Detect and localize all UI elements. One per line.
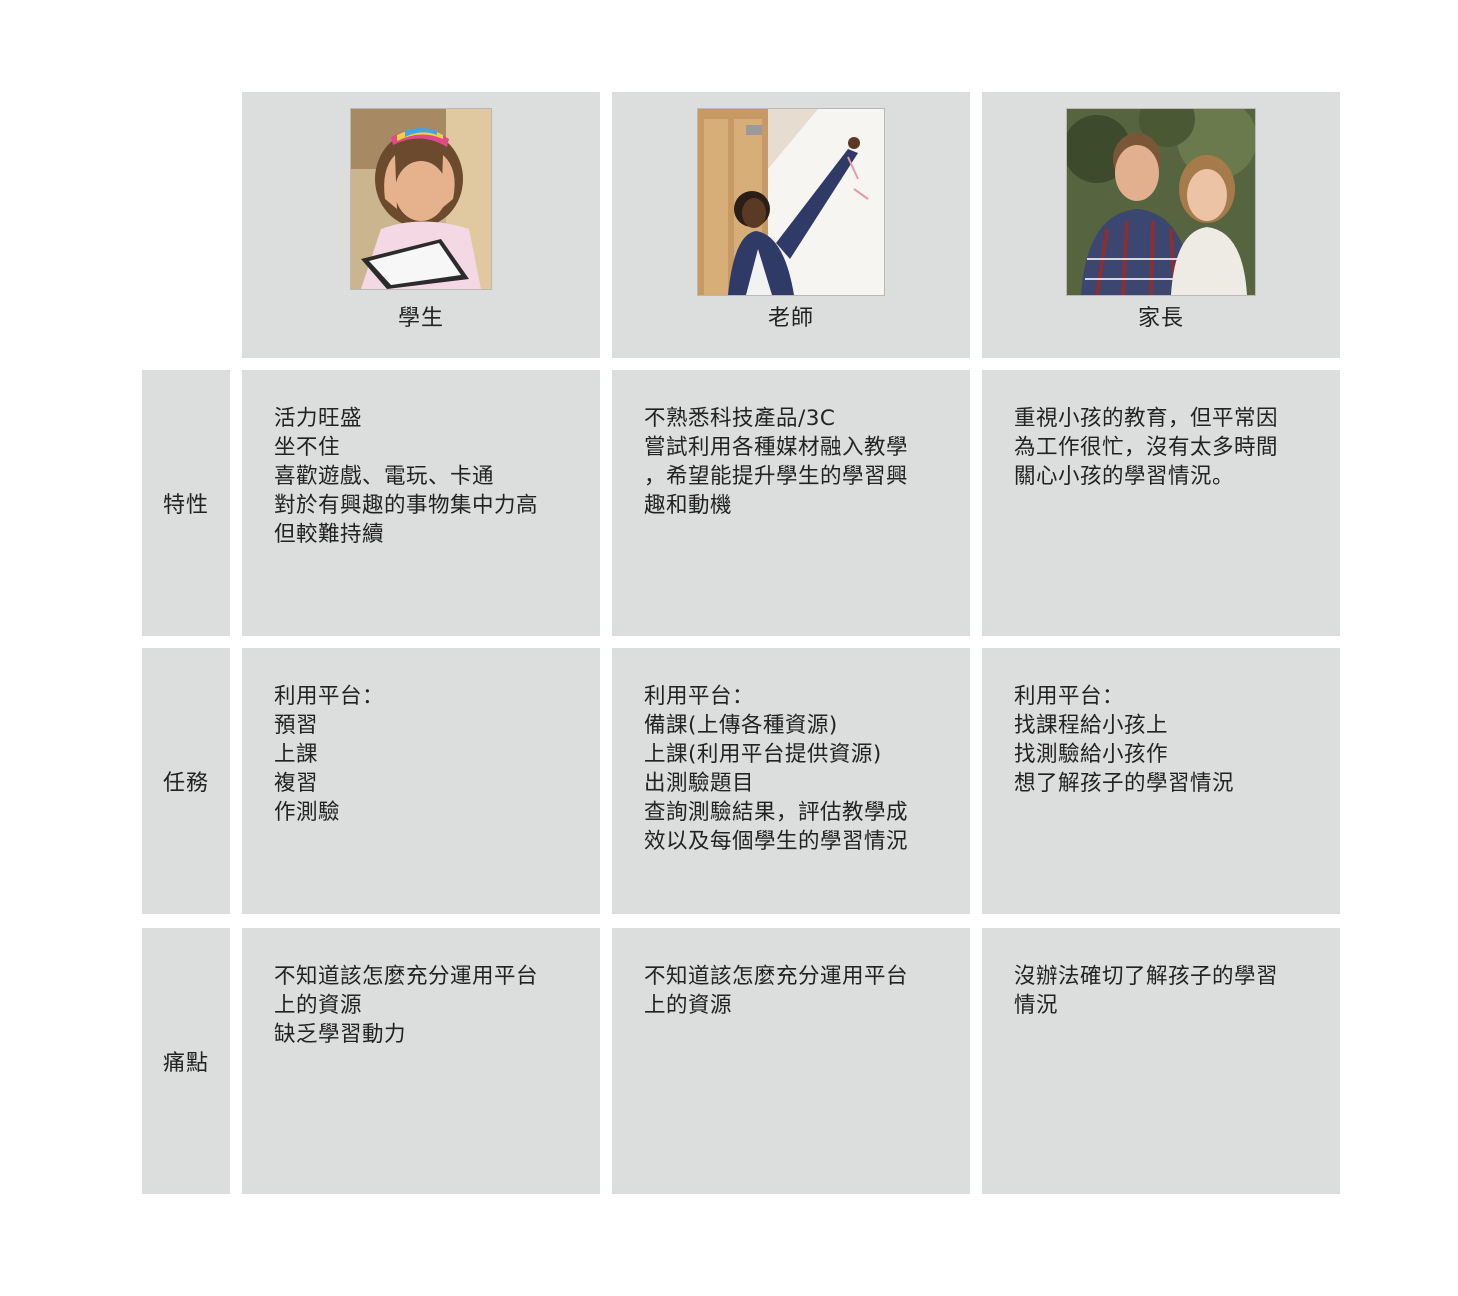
text-line: ，希望能提升學生的學習興 <box>644 464 909 489</box>
tasks-teacher-cell: 利用平台： 備課(上傳各種資源) 上課(利用平台提供資源) 出測驗題目 查詢測驗… <box>612 648 970 914</box>
header-parent: 家長 <box>982 92 1340 358</box>
traits-teacher-cell: 不熟悉科技產品/3C 嘗試利用各種媒材融入教學 ，希望能提升學生的學習興 趣和動… <box>612 370 970 636</box>
text-line: 找課程給小孩上 <box>1014 713 1169 738</box>
traits-parent-cell: 重視小孩的教育，但平常因 為工作很忙，沒有太多時間 關心小孩的學習情況。 <box>982 370 1340 636</box>
text-line: 對於有興趣的事物集中力高 <box>274 493 539 518</box>
text-line: 不知道該怎麼充分運用平台 <box>274 964 539 989</box>
tasks-student-cell: 利用平台： 預習 上課 複習 作測驗 <box>242 648 600 914</box>
traits-student-cell: 活力旺盛 坐不住 喜歡遊戲、電玩、卡通 對於有興趣的事物集中力高 但較難持續 <box>242 370 600 636</box>
tasks-parent-cell: 利用平台： 找課程給小孩上 找測驗給小孩作 想了解孩子的學習情況 <box>982 648 1340 914</box>
text-line: 趣和動機 <box>644 493 733 518</box>
header-teacher: 老師 <box>612 92 970 358</box>
text-line: 利用平台： <box>274 684 385 709</box>
text-line: 想了解孩子的學習情況 <box>1014 771 1235 796</box>
row-label-tasks: 任務 <box>142 648 230 914</box>
text-line: 上課 <box>274 742 319 767</box>
text-line: 不知道該怎麼充分運用平台 <box>644 964 909 989</box>
text-line: 重視小孩的教育，但平常因 <box>1014 406 1279 431</box>
header-student: 學生 <box>242 92 600 358</box>
text-line: 為工作很忙，沒有太多時間 <box>1014 435 1279 460</box>
text-line: 上的資源 <box>644 993 733 1018</box>
pain-points-teacher-cell: 不知道該怎麼充分運用平台 上的資源 <box>612 928 970 1194</box>
role-label-parent: 家長 <box>1137 306 1184 331</box>
text-line: 利用平台： <box>644 684 755 709</box>
text-line: 關心小孩的學習情況。 <box>1014 464 1235 489</box>
text-line: 上的資源 <box>274 993 363 1018</box>
parent-photo <box>1066 108 1256 296</box>
pain-points-parent-cell: 沒辦法確切了解孩子的學習 情況 <box>982 928 1340 1194</box>
text-line: 預習 <box>274 713 319 738</box>
text-line: 情況 <box>1014 993 1059 1018</box>
text-line: 查詢測驗結果，評估教學成 <box>644 800 909 825</box>
text-line: 嘗試利用各種媒材融入教學 <box>644 435 909 460</box>
role-label-teacher: 老師 <box>767 306 814 331</box>
text-line: 不熟悉科技產品/3C <box>644 406 836 431</box>
text-line: 缺乏學習動力 <box>274 1022 407 1047</box>
row-label-pain-points: 痛點 <box>142 928 230 1194</box>
text-line: 出測驗題目 <box>644 771 755 796</box>
text-line: 沒辦法確切了解孩子的學習 <box>1014 964 1279 989</box>
text-line: 喜歡遊戲、電玩、卡通 <box>274 464 495 489</box>
text-line: 活力旺盛 <box>274 406 363 431</box>
row-label-traits: 特性 <box>142 370 230 636</box>
text-line: 但較難持續 <box>274 522 385 547</box>
text-line: 坐不住 <box>274 435 341 460</box>
text-line: 備課(上傳各種資源) <box>644 713 838 738</box>
role-label-student: 學生 <box>397 306 444 331</box>
pain-points-student-cell: 不知道該怎麼充分運用平台 上的資源 缺乏學習動力 <box>242 928 600 1194</box>
text-line: 作測驗 <box>274 800 341 825</box>
text-line: 複習 <box>274 771 319 796</box>
text-line: 利用平台： <box>1014 684 1125 709</box>
teacher-photo <box>697 108 885 296</box>
text-line: 上課(利用平台提供資源) <box>644 742 882 767</box>
text-line: 效以及每個學生的學習情況 <box>644 829 909 854</box>
student-photo <box>350 108 492 290</box>
text-line: 找測驗給小孩作 <box>1014 742 1169 767</box>
